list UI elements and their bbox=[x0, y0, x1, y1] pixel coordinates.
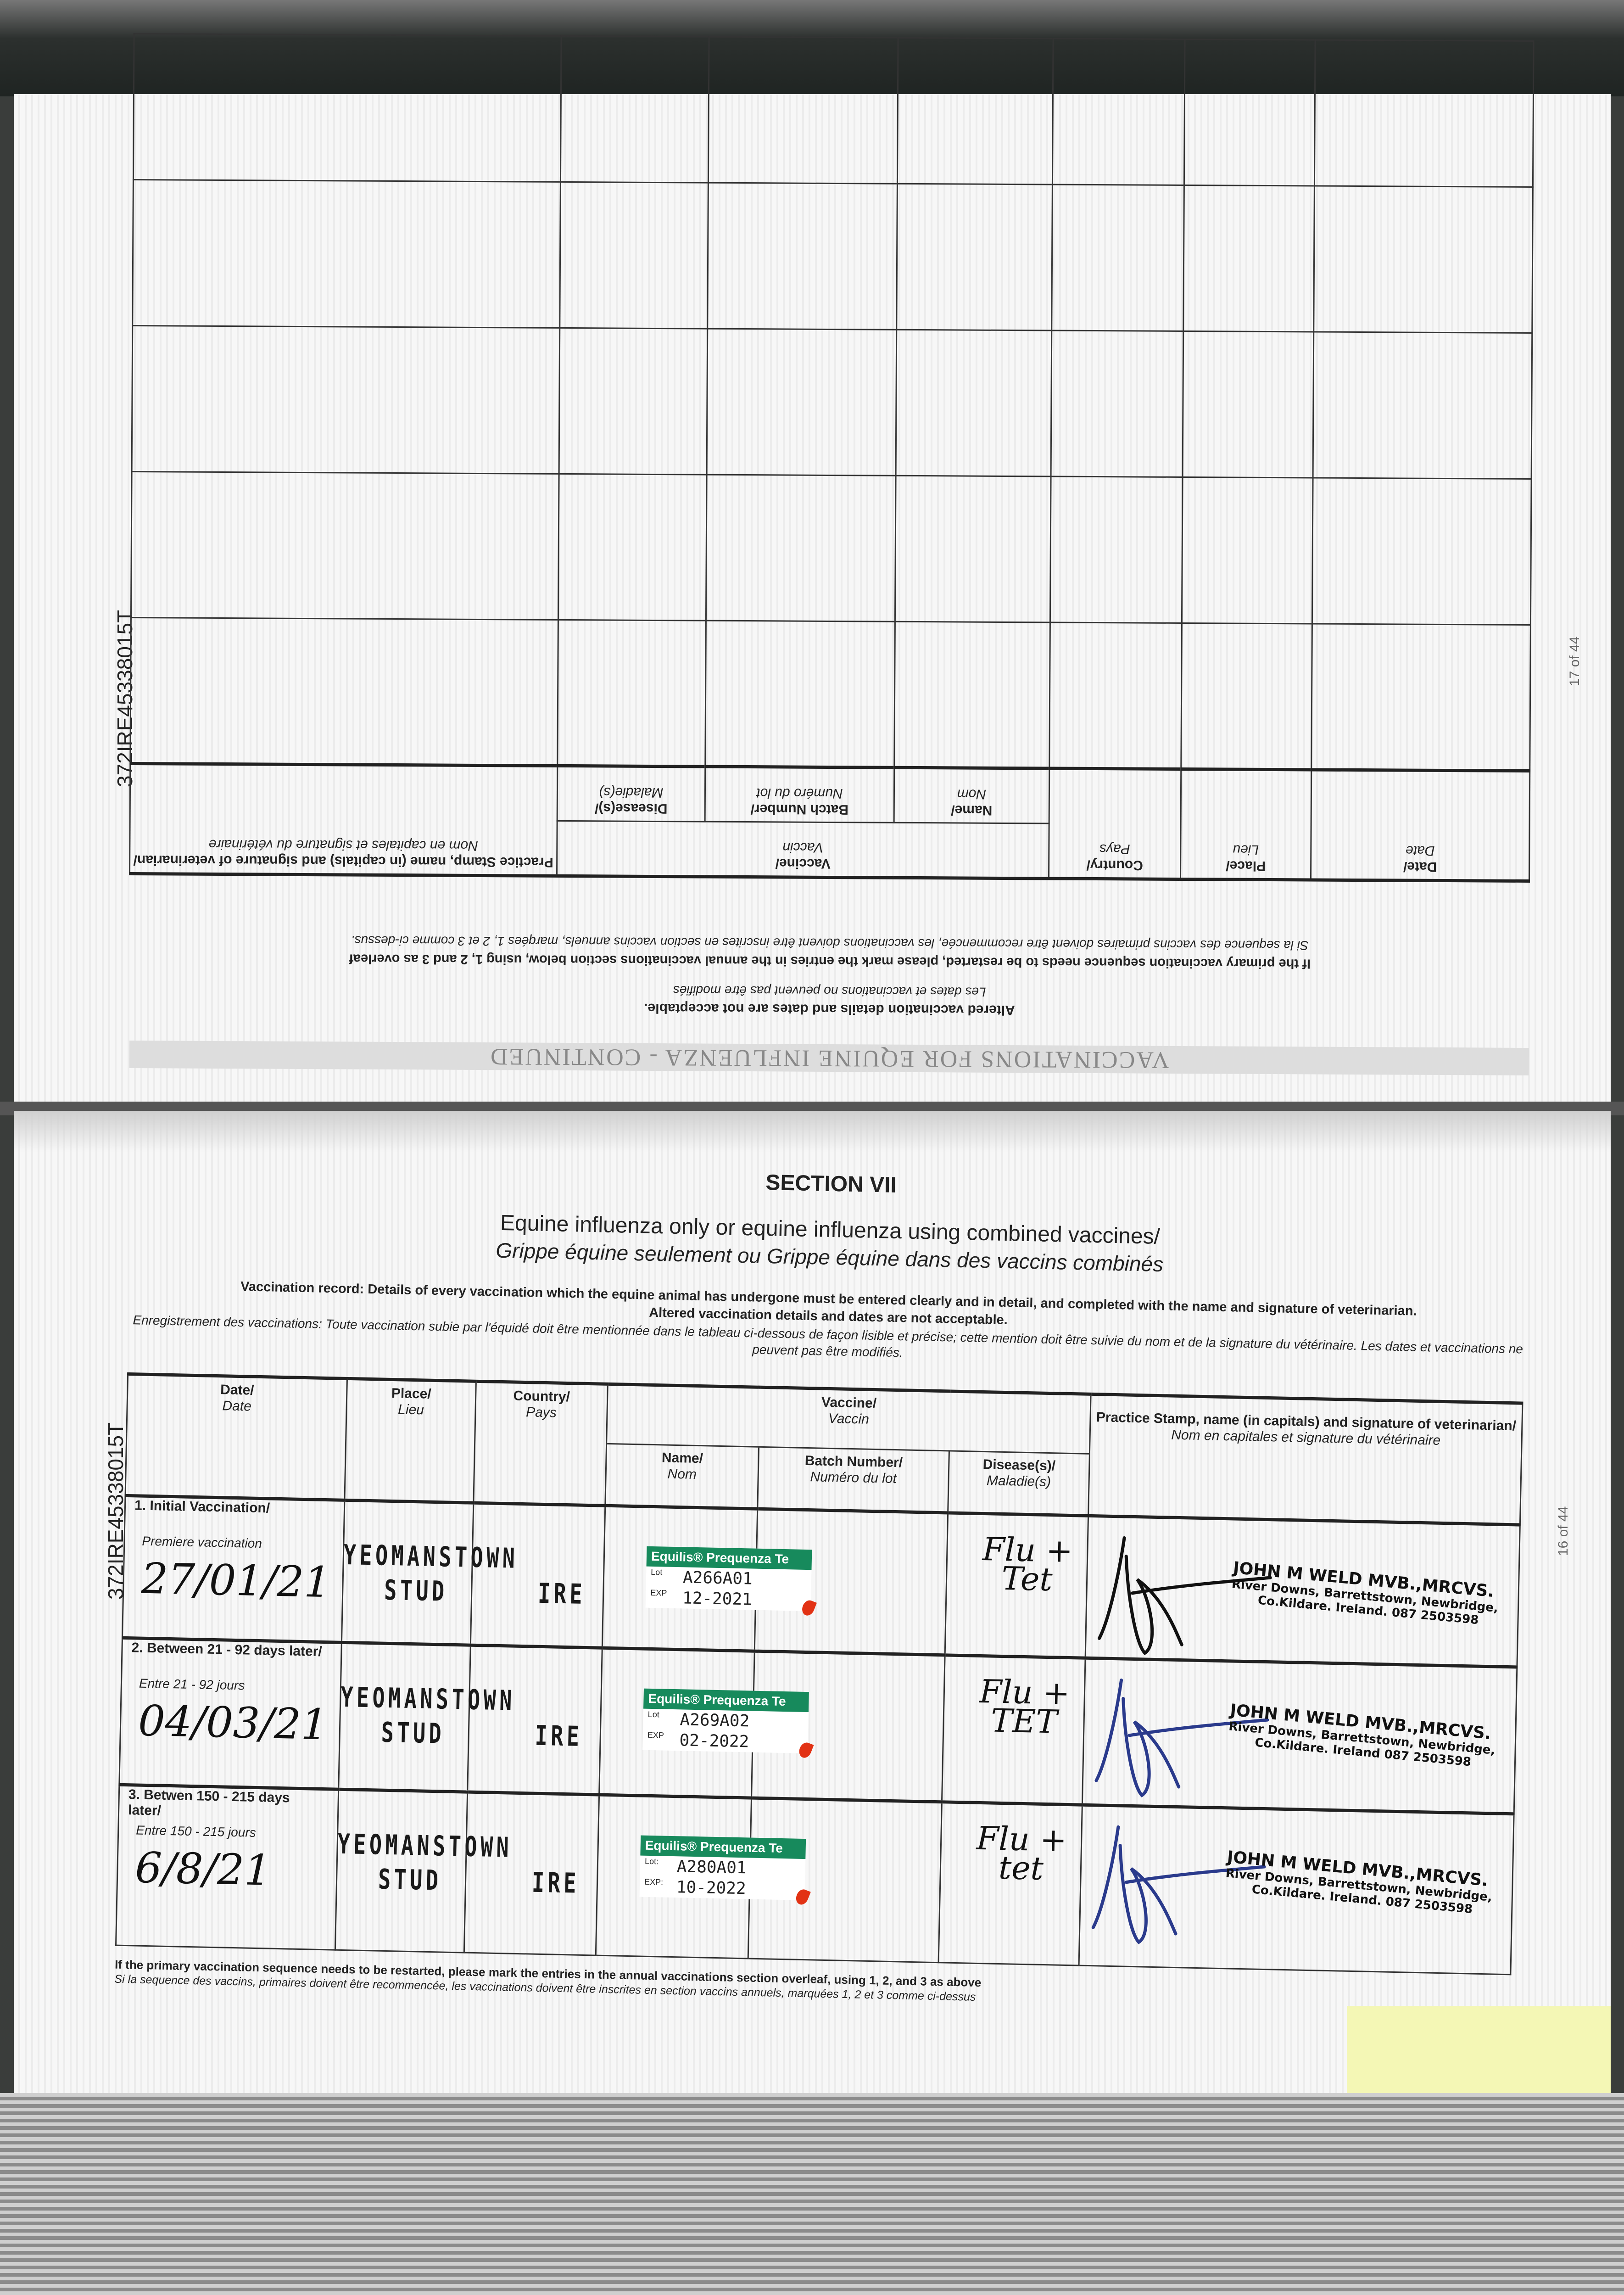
section-content: SECTION VII Equine influenza only or equ… bbox=[114, 1157, 1531, 2035]
page-16: 372IRE45338015T 16 of 44 SECTION VII Equ… bbox=[14, 1111, 1611, 2093]
expiry-date: 10-2022 bbox=[676, 1878, 747, 1898]
header-stamp: Practice Stamp, name (in capitals) and s… bbox=[129, 763, 558, 876]
header-name: Name/Nom bbox=[605, 1444, 759, 1509]
header-batch: Batch Number/Numéro du lot bbox=[705, 767, 894, 823]
place-stamp-line2: STUD bbox=[381, 1716, 445, 1750]
header-name: Name/Nom bbox=[894, 767, 1049, 823]
restart-note: If the primary vaccination sequence need… bbox=[349, 951, 1311, 971]
place-stamp-line1: YEOMANSTOWN bbox=[340, 1681, 516, 1717]
vaccine-sticker: Equilis® Prequenza Te Lot A266A01 EXP 12-2… bbox=[645, 1546, 817, 1618]
empty-row bbox=[132, 179, 1533, 333]
signature-icon bbox=[1091, 1825, 1266, 1944]
country-stamp: IRE bbox=[535, 1719, 583, 1753]
signature-icon bbox=[1094, 1678, 1269, 1797]
signature-icon bbox=[1097, 1536, 1272, 1655]
batch-number: A266A01 bbox=[682, 1568, 753, 1589]
header-stamp: Practice Stamp, name (in capitals) and s… bbox=[1088, 1394, 1523, 1525]
handwritten-date: 04/03/21 bbox=[138, 1696, 329, 1750]
empty-row bbox=[133, 34, 1534, 187]
scanner-edge-top bbox=[0, 0, 1624, 96]
vaccine-sticker: Equilis® Prequenza Te Lot: A280A01 EXP: 10… bbox=[639, 1835, 811, 1907]
vaccine-name: Equilis® Prequenza Te bbox=[643, 1688, 809, 1713]
row-entries: 1. Initial Vaccination/ Premiere vaccina… bbox=[128, 1157, 1531, 1944]
place-stamp-line1: YEOMANSTOWN bbox=[343, 1539, 519, 1575]
header-country: Country/Pays bbox=[473, 1381, 608, 1506]
page-number: 17 of 44 bbox=[1567, 636, 1582, 686]
vaccination-entry: 1. Initial Vaccination/ Premiere vaccina… bbox=[125, 1494, 1519, 1655]
handwritten-disease: Flu + tet bbox=[976, 1819, 1067, 1887]
header-disease: Disease(s)/Maladie(s) bbox=[557, 766, 705, 822]
header-date: Date/Date bbox=[125, 1374, 347, 1500]
header-place: Place/Lieu bbox=[1180, 769, 1311, 880]
scanner-edge-bottom bbox=[0, 2093, 1624, 2295]
place-stamp-line2: STUD bbox=[378, 1863, 442, 1897]
header-vaccine: Vaccine/Vaccin bbox=[606, 1384, 1091, 1454]
vaccination-entry: 3. Betwen 150 - 215 days later/ Entre 15… bbox=[118, 1783, 1513, 1944]
vaccination-entry: 2. Between 21 - 92 days later/ Entre 21 … bbox=[122, 1636, 1516, 1797]
page-17: 372IRE45338015T 17 of 44 VACCINATIONS FO… bbox=[14, 34, 1611, 1108]
highlight-patch bbox=[1347, 2006, 1611, 2093]
header-batch: Batch Number/Numéro du lot bbox=[757, 1447, 949, 1513]
country-stamp: IRE bbox=[531, 1866, 580, 1900]
empty-row bbox=[130, 617, 1531, 771]
handwritten-disease: Flu + TET bbox=[979, 1672, 1071, 1741]
fold-shadow bbox=[14, 1111, 1611, 1152]
lot-label: Lot bbox=[647, 1709, 660, 1719]
place-stamp-line1: YEOMANSTOWN bbox=[337, 1828, 513, 1864]
header-disease: Disease(s)/Maladie(s) bbox=[948, 1450, 1090, 1516]
batch-number: A280A01 bbox=[676, 1857, 747, 1878]
section-title: SECTION VII bbox=[765, 1170, 897, 1198]
section-heading: VACCINATIONS FOR EQUINE INFLUENZA - CONT… bbox=[489, 1043, 1169, 1073]
batch-number: A269A02 bbox=[680, 1710, 750, 1731]
empty-row bbox=[131, 471, 1532, 625]
dose-label: 3. Betwen 150 - 215 days later/ bbox=[128, 1787, 290, 1819]
exp-label: EXP: bbox=[644, 1877, 664, 1887]
exp-label: EXP bbox=[650, 1588, 667, 1598]
header-place: Place/Lieu bbox=[344, 1378, 476, 1503]
vaccine-name: Equilis® Prequenza Te bbox=[640, 1835, 806, 1859]
empty-row bbox=[132, 325, 1532, 479]
lot-label: Lot: bbox=[644, 1856, 659, 1866]
upside-down-content: VACCINATIONS FOR EQUINE INFLUENZA - CONT… bbox=[129, 34, 1534, 1075]
header-vaccine: Vaccine/Vaccin bbox=[557, 821, 1049, 879]
handwritten-date: 27/01/21 bbox=[140, 1554, 331, 1607]
handwritten-date: 6/8/21 bbox=[134, 1843, 272, 1895]
page-number: 16 of 44 bbox=[1556, 1506, 1571, 1556]
header-country: Country/Pays bbox=[1049, 768, 1181, 879]
vaccine-name: Equilis® Prequenza Te bbox=[646, 1546, 812, 1570]
expiry-date: 02-2022 bbox=[679, 1731, 749, 1752]
annual-vaccination-table: Date/Date Place/Lieu Country/Pays Vaccin… bbox=[129, 33, 1535, 883]
exp-label: EXP bbox=[647, 1730, 664, 1740]
country-stamp: IRE bbox=[537, 1577, 586, 1611]
handwritten-disease: Flu + Tet bbox=[982, 1530, 1073, 1599]
header-date: Date/Date bbox=[1311, 769, 1530, 881]
place-stamp-line2: STUD bbox=[384, 1574, 448, 1608]
lot-label: Lot bbox=[651, 1567, 663, 1577]
vaccine-sticker: Equilis® Prequenza Te Lot A269A02 EXP 02-2… bbox=[642, 1688, 814, 1760]
expiry-date: 12-2021 bbox=[682, 1589, 753, 1609]
